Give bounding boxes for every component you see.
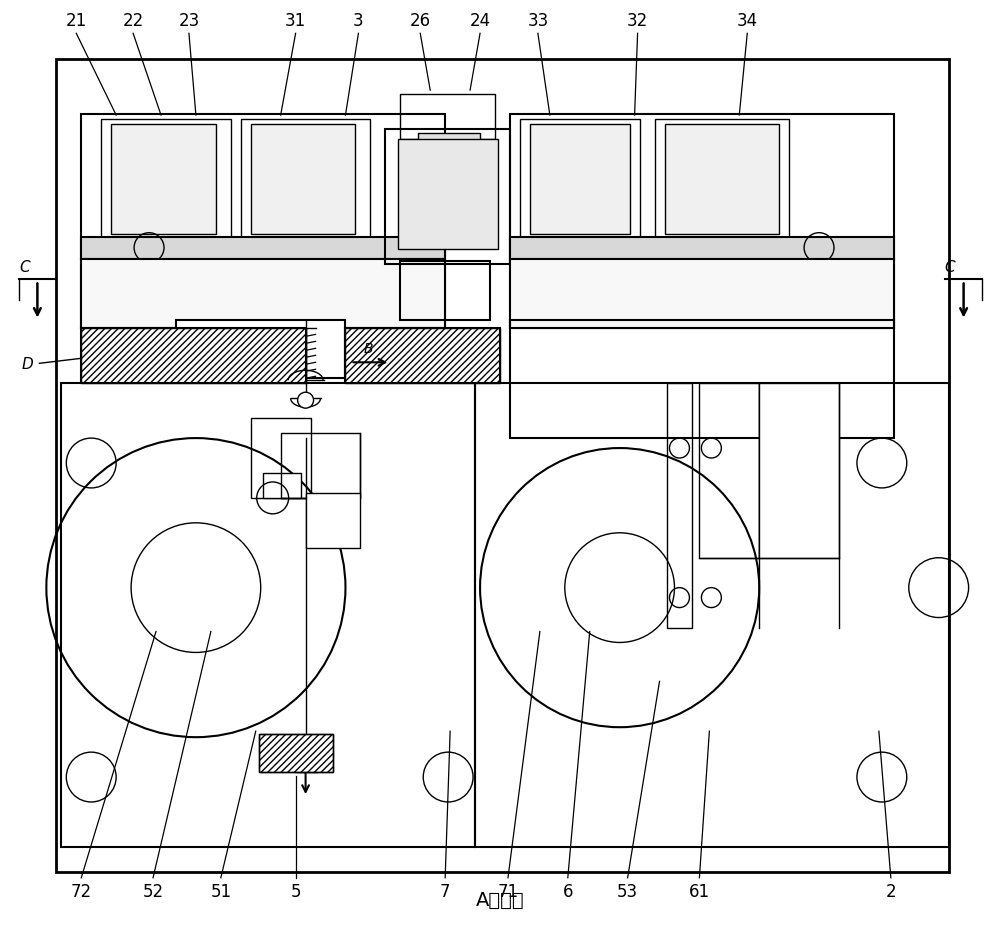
Bar	[520, 120, 640, 250]
Text: B: B	[364, 342, 373, 356]
Bar	[263, 473, 301, 498]
Text: 34: 34	[737, 12, 758, 31]
Bar	[418, 134, 480, 152]
Bar	[81, 238, 445, 259]
Bar	[259, 734, 333, 772]
Text: 51: 51	[210, 882, 231, 900]
Text: C: C	[945, 259, 955, 275]
Bar	[111, 125, 216, 235]
Bar	[101, 120, 231, 250]
Bar	[81, 329, 306, 384]
Text: 3: 3	[353, 12, 364, 31]
Bar	[400, 262, 490, 321]
Circle shape	[298, 393, 314, 408]
Bar	[81, 259, 445, 329]
Text: 53: 53	[617, 882, 638, 900]
Text: 32: 32	[627, 12, 648, 31]
Bar	[655, 120, 789, 250]
Bar	[345, 329, 500, 384]
Text: 7: 7	[440, 882, 450, 900]
Bar	[345, 329, 500, 384]
Bar	[56, 60, 949, 871]
Bar	[699, 384, 759, 558]
Text: 72: 72	[71, 882, 92, 900]
Bar	[251, 419, 311, 498]
Text: 61: 61	[689, 882, 710, 900]
Bar	[306, 494, 360, 548]
Bar	[510, 259, 894, 329]
Text: 52: 52	[142, 882, 164, 900]
Bar	[400, 95, 495, 140]
Text: A向视图: A向视图	[476, 890, 524, 909]
Text: 33: 33	[527, 12, 549, 31]
Text: C: C	[19, 259, 30, 275]
Text: 24: 24	[469, 12, 491, 31]
Text: 21: 21	[66, 12, 87, 31]
Text: 2: 2	[886, 882, 896, 900]
Text: 22: 22	[122, 12, 144, 31]
Bar	[530, 125, 630, 235]
Bar	[61, 384, 475, 847]
Bar	[259, 734, 333, 772]
Text: 5: 5	[290, 882, 301, 900]
Text: 71: 71	[497, 882, 519, 900]
Bar	[81, 329, 306, 384]
Text: 26: 26	[410, 12, 431, 31]
Bar	[241, 120, 370, 250]
Bar	[759, 384, 839, 558]
Bar	[385, 130, 510, 264]
Bar	[176, 321, 345, 379]
Text: B: B	[291, 757, 300, 771]
Bar	[510, 321, 894, 439]
Bar	[81, 115, 445, 329]
Bar	[251, 125, 355, 235]
Text: 6: 6	[563, 882, 573, 900]
Bar	[281, 433, 360, 498]
Bar	[510, 115, 894, 329]
Bar	[510, 238, 894, 259]
Text: 31: 31	[285, 12, 306, 31]
Bar	[667, 384, 692, 628]
Text: D: D	[21, 356, 33, 371]
Bar	[398, 140, 498, 250]
Bar	[475, 384, 949, 847]
Text: 23: 23	[178, 12, 200, 31]
Bar	[665, 125, 779, 235]
